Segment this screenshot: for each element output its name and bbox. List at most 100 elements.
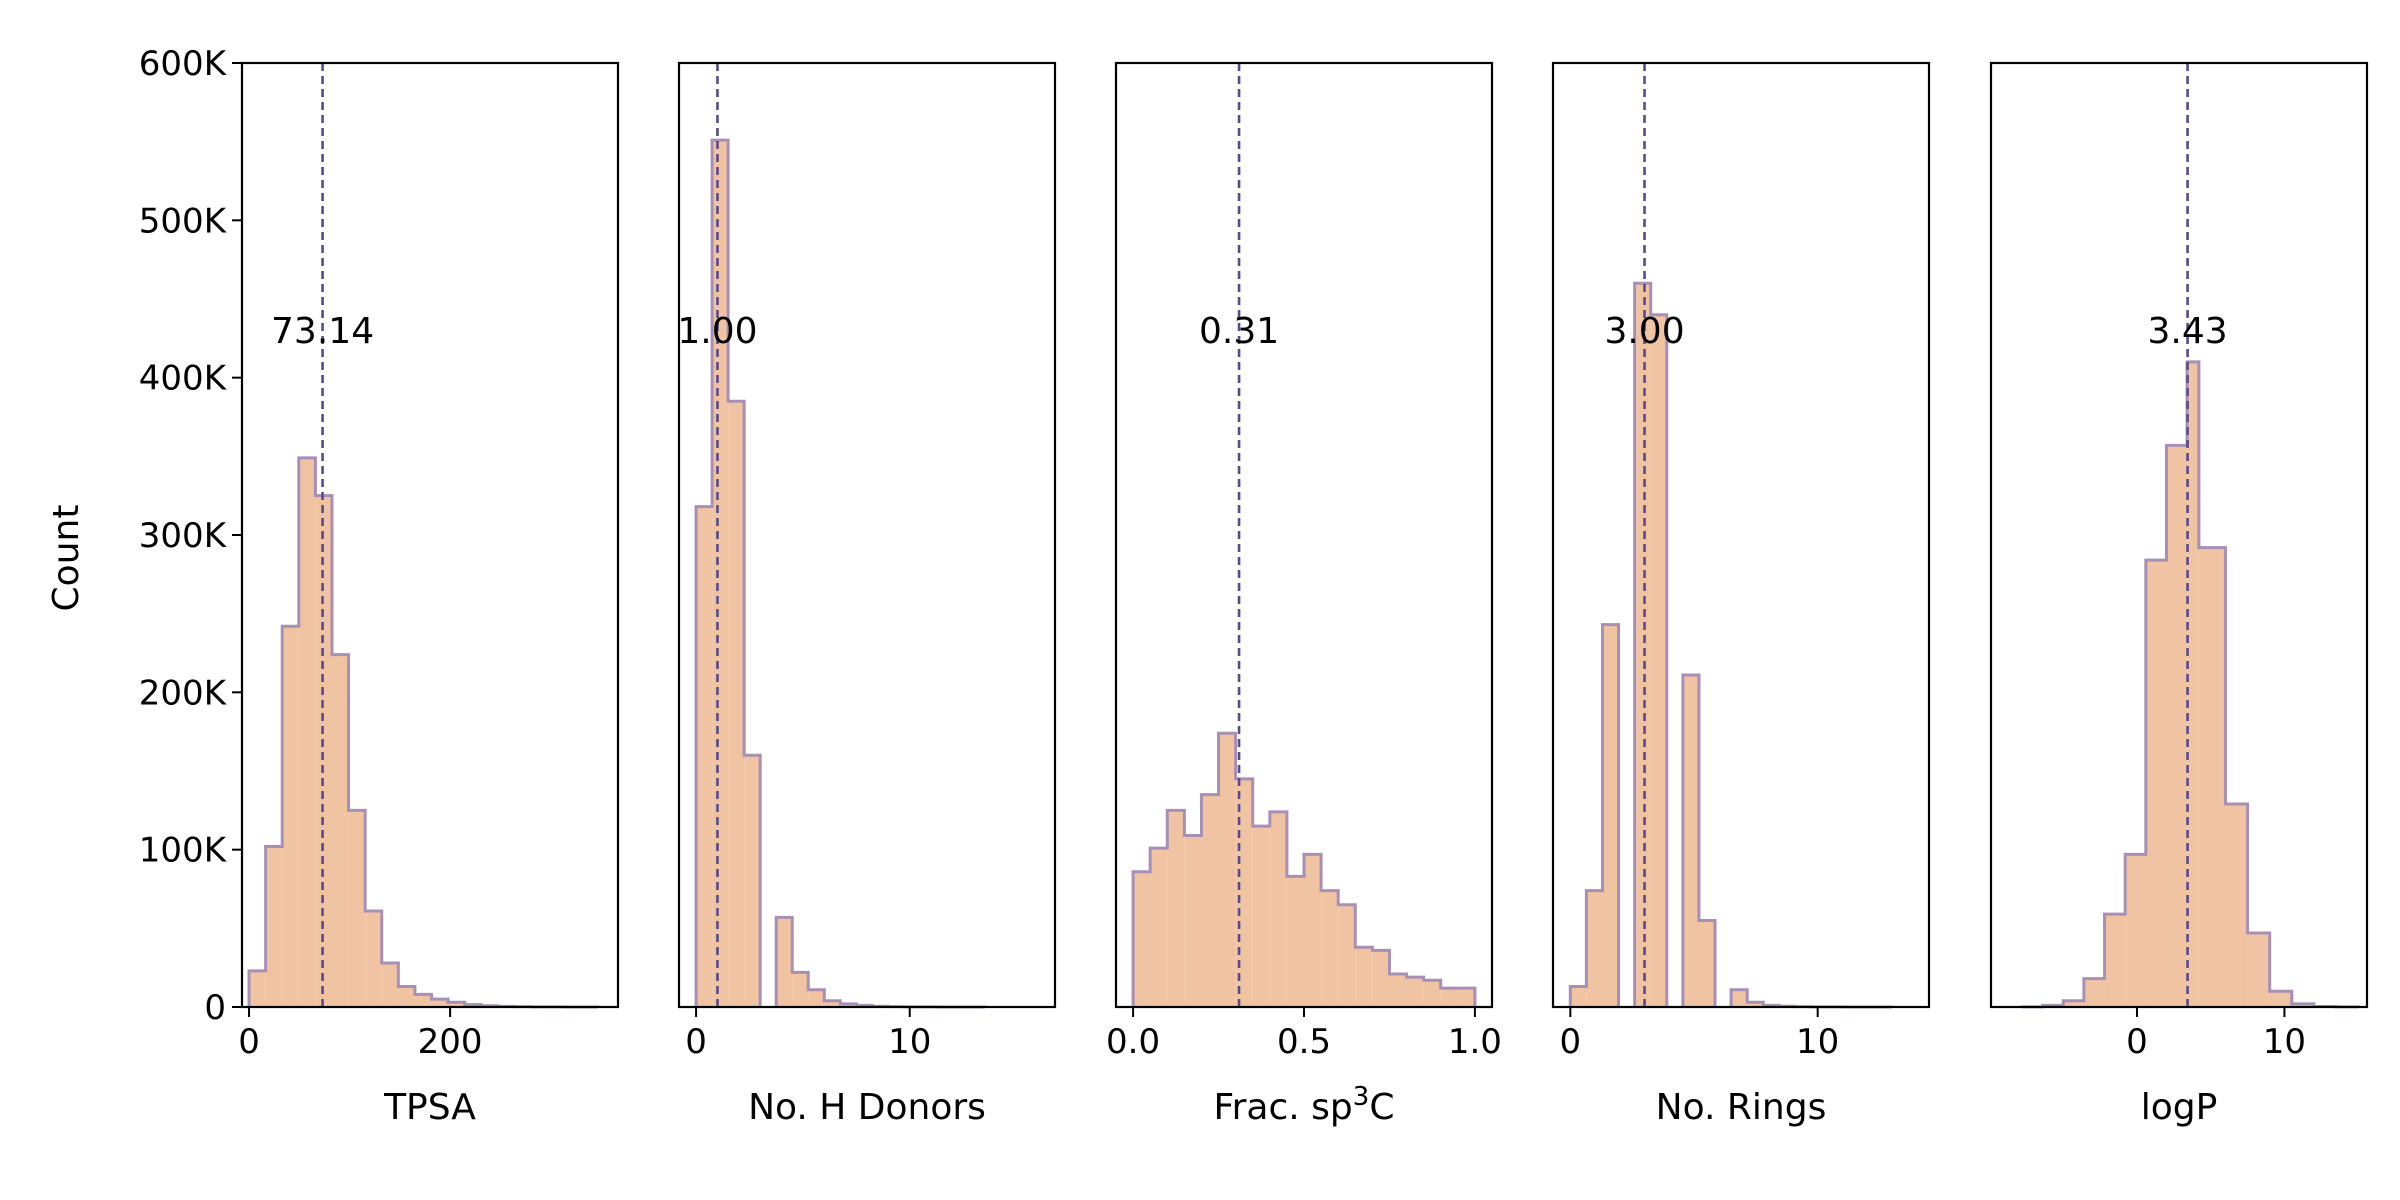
x-tick-label: 0 bbox=[685, 1022, 707, 1062]
y-tick-label: 600K bbox=[139, 44, 228, 84]
histogram-bar bbox=[414, 994, 432, 1007]
histogram-bar bbox=[1372, 950, 1390, 1007]
histogram-bar bbox=[1457, 988, 1475, 1007]
histogram-bar bbox=[249, 970, 266, 1007]
histogram-bar bbox=[1355, 947, 1373, 1007]
histogram-bar bbox=[365, 911, 382, 1007]
histogram-bar bbox=[2104, 914, 2126, 1007]
histogram-bar bbox=[728, 401, 745, 1007]
y-tick-label: 200K bbox=[139, 673, 228, 713]
histogram-bar bbox=[2198, 547, 2226, 1007]
histogram-bar bbox=[1269, 811, 1287, 1007]
histogram-bar bbox=[1338, 904, 1356, 1007]
x-tick-label: 0.5 bbox=[1277, 1022, 1331, 1062]
histogram-bar bbox=[1698, 920, 1716, 1007]
histogram-bar bbox=[1252, 826, 1270, 1007]
histogram-bar bbox=[776, 917, 793, 1007]
histogram-bar bbox=[1201, 794, 1219, 1007]
x-tick-label: 10 bbox=[888, 1022, 931, 1062]
histogram-bar bbox=[2291, 1003, 2314, 1007]
histogram-bar bbox=[1321, 890, 1339, 1007]
histogram-bar bbox=[448, 1002, 465, 1007]
x-tick-label: 10 bbox=[2263, 1022, 2306, 1062]
histogram-bar bbox=[1570, 986, 1587, 1007]
histogram-bar bbox=[265, 846, 283, 1007]
histogram-bar bbox=[696, 506, 713, 1007]
x-tick-label: 200 bbox=[418, 1022, 483, 1062]
panel-2: 1.00 0 10 No. H Donors bbox=[677, 61, 1057, 1128]
histogram-bar bbox=[2166, 445, 2188, 1007]
histogram-bar bbox=[2247, 933, 2270, 1007]
histogram-bar bbox=[381, 962, 399, 1007]
panel-4: 3.00 0 10 No. Rings bbox=[1551, 61, 1931, 1128]
y-tick-label: 0 bbox=[204, 988, 226, 1028]
histogram-bar bbox=[1731, 989, 1748, 1007]
x-tick-label: 10 bbox=[1796, 1022, 1839, 1062]
histogram-bar bbox=[1235, 778, 1253, 1007]
y-tick-label: 300K bbox=[139, 516, 228, 556]
histogram-bar bbox=[315, 495, 332, 1007]
panel-1: 73.14 0 200 TPSA 0 100K 200K 300K 400K 500K 600K bbox=[139, 44, 620, 1128]
histogram-bar bbox=[298, 457, 316, 1007]
histogram-bar bbox=[1167, 810, 1185, 1007]
histogram-bar bbox=[1304, 854, 1322, 1007]
axes-frame bbox=[677, 61, 1057, 1009]
x-tick-label: 1.0 bbox=[1448, 1022, 1502, 1062]
histogram-bar bbox=[2063, 1000, 2084, 1007]
median-label: 1.00 bbox=[677, 311, 757, 352]
axes-frame bbox=[1989, 61, 2369, 1009]
histogram-bar bbox=[2269, 991, 2292, 1007]
histogram-bar bbox=[2187, 361, 2199, 1007]
histogram-bar bbox=[1286, 876, 1304, 1007]
median-label: 0.31 bbox=[1199, 311, 1279, 352]
x-axis-label: No. Rings bbox=[1656, 1087, 1827, 1128]
x-axis-label-tail: C bbox=[1369, 1087, 1394, 1128]
x-tick-label: 0 bbox=[2126, 1022, 2148, 1062]
histogram-bar bbox=[1747, 1002, 1764, 1007]
y-tick-label: 100K bbox=[139, 831, 228, 871]
x-tick-label: 0.0 bbox=[1106, 1022, 1160, 1062]
histogram-bar bbox=[1650, 314, 1667, 1007]
histogram-bar bbox=[1389, 973, 1407, 1007]
histogram-bar bbox=[1586, 890, 1603, 1007]
histogram-bar bbox=[2225, 804, 2248, 1007]
histogram-bar bbox=[282, 626, 299, 1007]
median-label: 3.43 bbox=[2147, 311, 2227, 352]
histogram-bar bbox=[808, 989, 825, 1007]
histogram-bar bbox=[744, 755, 761, 1007]
histogram-bar bbox=[398, 986, 415, 1007]
histogram-bar bbox=[840, 1003, 857, 1007]
axes-frame bbox=[1551, 61, 1931, 1009]
histogram-bar bbox=[1218, 733, 1236, 1007]
x-axis-label: TPSA bbox=[383, 1087, 476, 1128]
histogram-bar bbox=[2145, 560, 2167, 1007]
histogram-bar bbox=[1634, 283, 1651, 1007]
x-axis-label-superscript: 3 bbox=[1353, 1082, 1370, 1112]
panels: 73.14 0 200 TPSA 0 100K 200K 300K 400K 500K 600K 1.… bbox=[139, 44, 2369, 1128]
panel-5: 3.43 0 10 logP bbox=[1989, 61, 2369, 1128]
histogram-bar bbox=[1184, 835, 1202, 1007]
histogram-outline bbox=[1568, 281, 1894, 1009]
histogram-bar bbox=[348, 810, 366, 1007]
x-axis-label: logP bbox=[2141, 1087, 2218, 1128]
y-axis-label: Count bbox=[46, 505, 87, 612]
y-tick-label: 400K bbox=[139, 359, 228, 399]
x-tick-label: 0 bbox=[238, 1022, 260, 1062]
median-label: 3.00 bbox=[1604, 311, 1684, 352]
histogram-bar bbox=[1682, 675, 1699, 1007]
x-axis-label: No. H Donors bbox=[748, 1087, 986, 1128]
histogram-bar bbox=[1406, 977, 1424, 1007]
histogram-bar bbox=[1150, 848, 1168, 1007]
histogram-bar bbox=[2125, 854, 2146, 1007]
x-tick-label: 0 bbox=[1559, 1022, 1581, 1062]
median-label: 73.14 bbox=[271, 311, 374, 352]
histogram-bar bbox=[1602, 624, 1619, 1007]
histogram-bar bbox=[1440, 988, 1458, 1007]
histogram-bar bbox=[712, 140, 729, 1008]
histogram-bar bbox=[1423, 980, 1441, 1007]
histogram-bar bbox=[331, 654, 349, 1007]
histogram-bar bbox=[2083, 978, 2105, 1007]
